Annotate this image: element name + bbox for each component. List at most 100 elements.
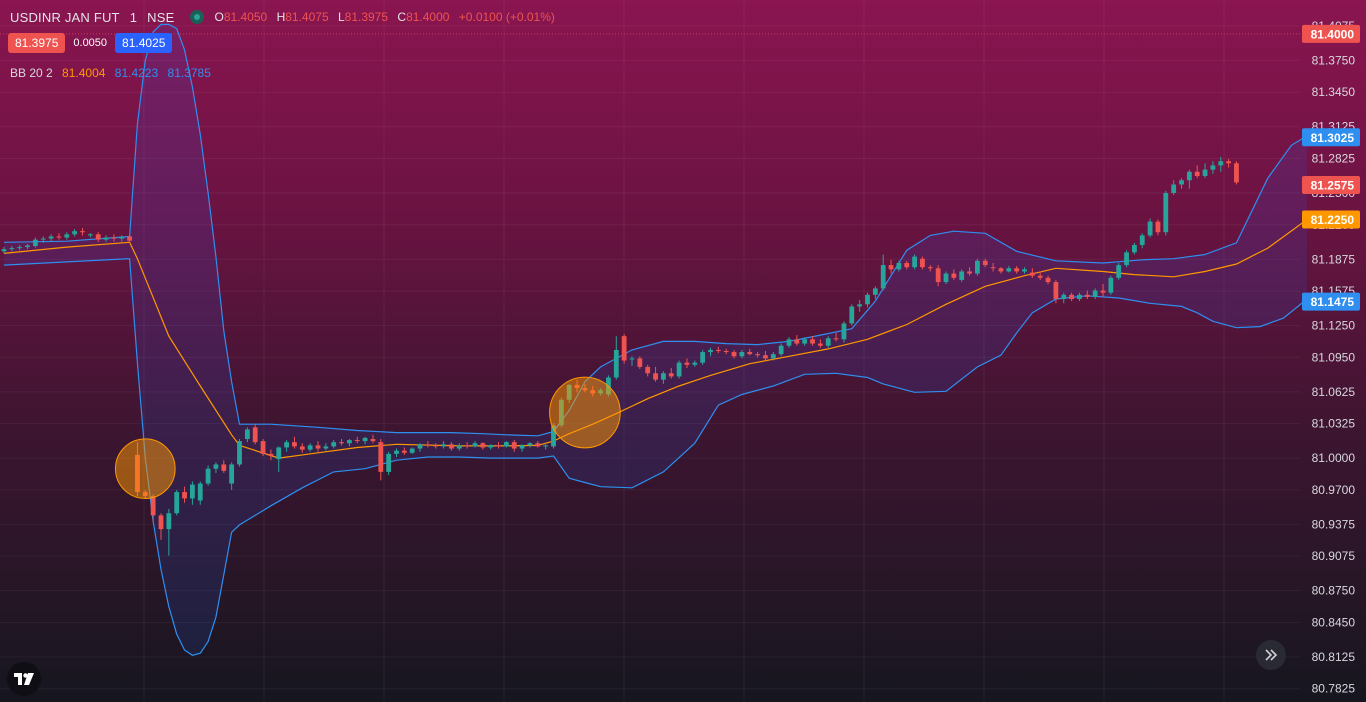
candle: [1132, 244, 1137, 253]
candle: [1, 249, 7, 252]
candle: [221, 464, 227, 471]
candle: [1186, 171, 1192, 181]
candle: [284, 442, 289, 448]
bollinger-band-fill: [4, 24, 1308, 656]
candle: [1147, 221, 1153, 236]
candle: [1037, 275, 1043, 278]
y-tick-label: 81.3450: [1312, 85, 1356, 99]
candle: [1069, 294, 1074, 300]
candle: [378, 442, 384, 472]
candle: [975, 260, 980, 274]
change-value: +0.0100 (+0.01%): [458, 10, 555, 24]
candle: [543, 445, 549, 447]
candle: [56, 236, 62, 238]
double-chevron-right-icon[interactable]: [1256, 640, 1286, 670]
candle: [621, 336, 627, 361]
candle: [409, 448, 415, 453]
candle: [692, 362, 698, 365]
candle: [449, 444, 454, 449]
candle: [425, 444, 431, 446]
candle: [676, 362, 682, 377]
candle: [927, 267, 933, 269]
close-value: 81.4000: [406, 10, 450, 24]
indicator-legend[interactable]: BB 20 2 81.4004 81.4223 81.3785: [10, 66, 211, 80]
candle: [190, 484, 195, 499]
candle: [205, 468, 211, 484]
candle: [551, 425, 556, 447]
candle: [299, 446, 305, 450]
candle: [488, 445, 494, 448]
candle: [1210, 165, 1216, 170]
y-tick-label: 80.7825: [1312, 682, 1356, 696]
candle: [763, 355, 768, 359]
y-tick-label: 80.9700: [1312, 483, 1356, 497]
candle: [441, 444, 446, 447]
buy-price-button[interactable]: 81.4025: [115, 33, 173, 53]
candle: [661, 373, 666, 380]
candle: [339, 442, 344, 444]
y-tick-label: 81.0000: [1312, 451, 1356, 465]
candle: [103, 237, 109, 240]
highlight-circles: [114, 376, 621, 500]
candle: [1022, 269, 1027, 272]
candle: [1124, 252, 1129, 266]
price-label-text: 81.2575: [1311, 179, 1355, 193]
price-axis[interactable]: 81.407581.375081.345081.312581.282581.25…: [1302, 19, 1360, 696]
price-label-text: 81.1475: [1311, 295, 1355, 309]
y-tick-label: 81.0325: [1312, 417, 1356, 431]
candle: [17, 247, 23, 249]
interval[interactable]: 1: [129, 9, 138, 25]
candle: [268, 453, 274, 456]
candle: [747, 352, 753, 355]
candle: [464, 445, 470, 447]
symbol-name[interactable]: USDINR JAN FUT: [10, 9, 120, 25]
candle: [111, 237, 117, 239]
bollinger-basis-line: [3, 219, 1308, 459]
y-tick-label: 81.1250: [1312, 319, 1356, 333]
candle: [158, 515, 164, 530]
candle: [723, 350, 729, 353]
candle: [1163, 192, 1169, 233]
candle: [252, 427, 258, 443]
sell-price-button[interactable]: 81.3975: [8, 33, 66, 53]
candle: [1061, 294, 1067, 300]
y-tick-label: 80.8450: [1312, 615, 1356, 629]
high-value: 81.4075: [285, 10, 329, 24]
tradingview-logo-icon[interactable]: [7, 662, 41, 696]
horizontal-grid: [0, 25, 1300, 690]
indicator-middle-value: 81.4004: [62, 66, 106, 80]
open-value: 81.4050: [223, 10, 268, 24]
candle: [770, 354, 776, 359]
candle: [119, 236, 125, 239]
candle: [64, 234, 70, 238]
candle: [810, 339, 815, 344]
candle: [511, 442, 517, 449]
candle: [244, 429, 250, 440]
candle: [1045, 277, 1051, 283]
candle: [331, 442, 337, 447]
indicator-upper-value: 81.4223: [114, 66, 159, 80]
candle: [990, 267, 996, 269]
candle: [456, 445, 462, 449]
market-status-icon: [190, 10, 205, 24]
candle: [786, 339, 792, 346]
candle: [1108, 277, 1114, 293]
low-value: 81.3975: [344, 10, 389, 24]
candle: [645, 366, 651, 374]
y-tick-label: 81.3750: [1312, 53, 1356, 67]
candle: [315, 445, 321, 449]
candle: [394, 450, 399, 454]
candle: [1100, 290, 1106, 293]
y-tick-label: 80.8125: [1312, 650, 1356, 664]
candle: [95, 234, 101, 240]
low-label: L: [337, 10, 345, 24]
candle: [472, 443, 478, 447]
candle: [1179, 180, 1184, 185]
candle: [347, 440, 352, 444]
candle: [354, 440, 360, 442]
candle: [778, 345, 784, 355]
candle: [370, 439, 376, 442]
candle: [1092, 290, 1098, 297]
candle: [802, 339, 808, 344]
